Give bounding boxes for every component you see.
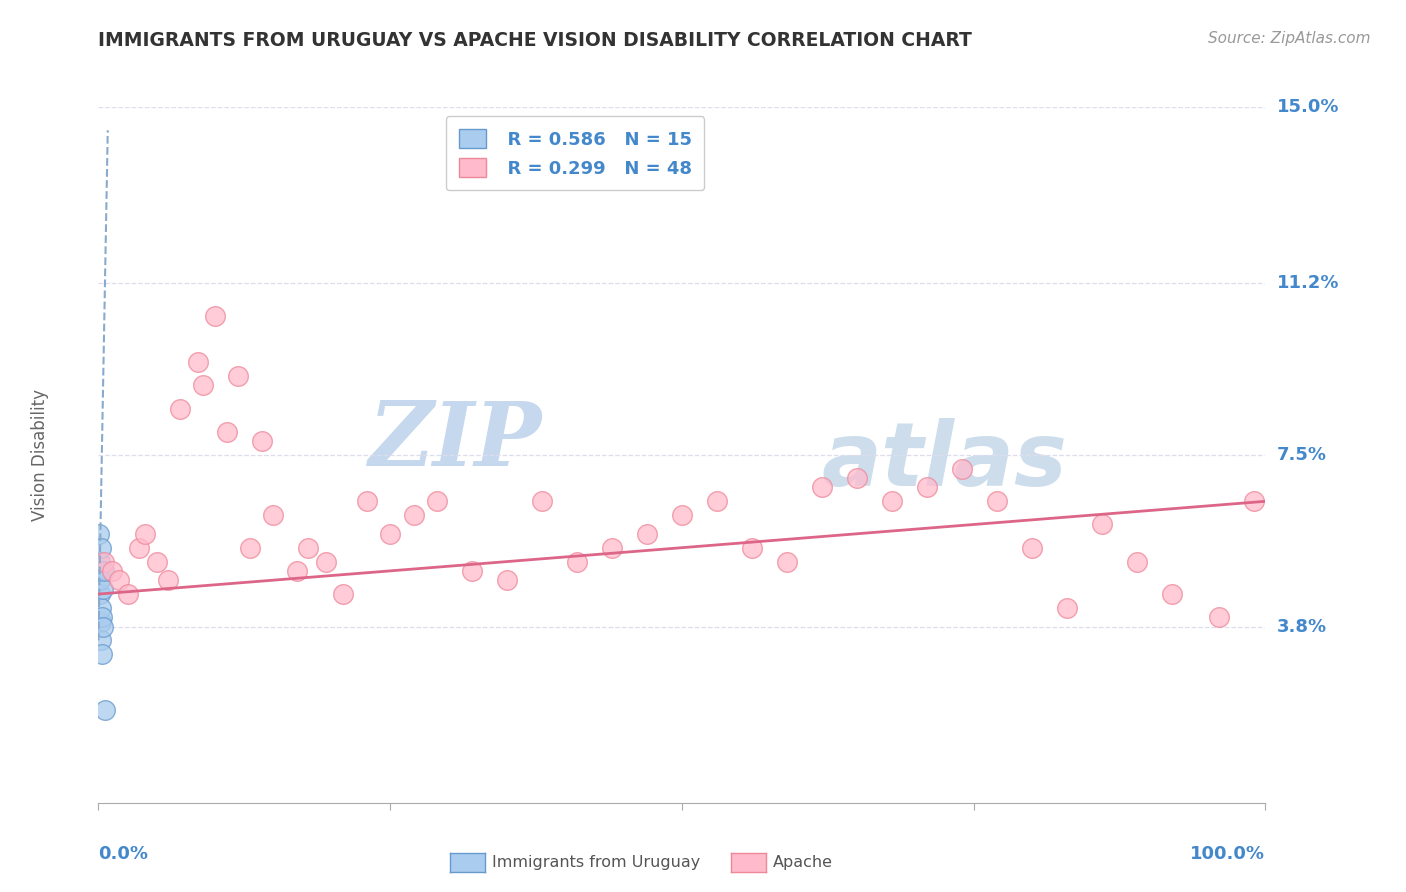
Point: [950, 462, 973, 476]
Point: [986, 494, 1008, 508]
Point: [90, 541, 112, 555]
Point: [600, 541, 623, 555]
Point: [332, 587, 354, 601]
Point: [811, 480, 834, 494]
Point: [285, 564, 308, 578]
Point: [169, 401, 191, 416]
Point: [87, 564, 110, 578]
Point: [356, 494, 378, 508]
Point: [239, 541, 262, 555]
Text: ZIP: ZIP: [368, 398, 541, 484]
Point: [90, 601, 112, 615]
Point: [90, 633, 112, 648]
Point: [880, 494, 903, 508]
Text: Source: ZipAtlas.com: Source: ZipAtlas.com: [1208, 31, 1371, 46]
Point: [89, 615, 111, 629]
Text: atlas: atlas: [823, 418, 1067, 506]
Point: [495, 573, 517, 587]
Point: [402, 508, 425, 523]
Point: [1243, 494, 1265, 508]
Point: [530, 494, 553, 508]
Text: Vision Disability: Vision Disability: [31, 389, 49, 521]
Text: 7.5%: 7.5%: [1277, 446, 1326, 464]
Point: [187, 355, 209, 369]
Point: [228, 369, 250, 384]
Point: [636, 526, 658, 541]
Point: [378, 526, 402, 541]
Point: [89, 587, 111, 601]
Text: 15.0%: 15.0%: [1277, 98, 1339, 116]
Point: [671, 508, 693, 523]
Point: [215, 425, 238, 439]
Point: [146, 555, 169, 569]
Point: [91, 582, 114, 597]
Text: 0.0%: 0.0%: [98, 845, 149, 863]
Point: [776, 555, 799, 569]
Point: [108, 573, 131, 587]
Point: [565, 555, 588, 569]
Point: [157, 573, 180, 587]
Point: [461, 564, 484, 578]
Point: [93, 564, 115, 578]
Point: [89, 573, 111, 587]
Text: IMMIGRANTS FROM URUGUAY VS APACHE VISION DISABILITY CORRELATION CHART: IMMIGRANTS FROM URUGUAY VS APACHE VISION…: [98, 31, 973, 50]
Point: [426, 494, 449, 508]
Point: [1056, 601, 1078, 615]
Point: [1091, 517, 1114, 532]
Point: [706, 494, 728, 508]
Text: 100.0%: 100.0%: [1191, 845, 1265, 863]
Point: [741, 541, 763, 555]
Point: [915, 480, 938, 494]
Point: [94, 703, 117, 717]
Point: [128, 541, 150, 555]
Text: Immigrants from Uruguay: Immigrants from Uruguay: [492, 855, 700, 870]
Point: [90, 648, 112, 662]
Point: [1126, 555, 1149, 569]
Point: [90, 610, 112, 624]
Legend:   R = 0.586   N = 15,   R = 0.299   N = 48: R = 0.586 N = 15, R = 0.299 N = 48: [446, 116, 704, 190]
Point: [204, 309, 226, 323]
Point: [315, 555, 337, 569]
Point: [1208, 610, 1230, 624]
Point: [193, 378, 215, 392]
Point: [89, 526, 111, 541]
Point: [845, 471, 868, 485]
Point: [297, 541, 319, 555]
Point: [89, 555, 111, 569]
Text: Apache: Apache: [773, 855, 834, 870]
Point: [117, 587, 139, 601]
Point: [1021, 541, 1043, 555]
Point: [1161, 587, 1184, 601]
Point: [93, 555, 115, 569]
Text: 11.2%: 11.2%: [1277, 275, 1339, 293]
Point: [91, 619, 114, 633]
Point: [250, 434, 273, 448]
Point: [134, 526, 156, 541]
Point: [262, 508, 284, 523]
Text: 3.8%: 3.8%: [1277, 617, 1327, 635]
Point: [101, 564, 124, 578]
